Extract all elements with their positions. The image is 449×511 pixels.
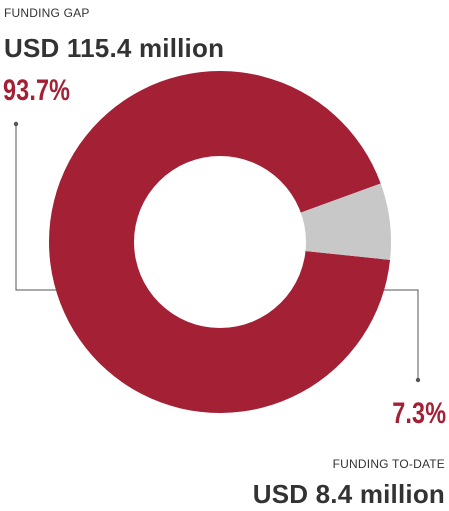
donut-hole — [134, 156, 306, 328]
funding-to-date-percent: 7.3% — [392, 397, 446, 430]
leader-line-gap — [15, 124, 57, 291]
funding-gap-amount: USD 115.4 million — [4, 33, 225, 63]
funding-to-date-caption: FUNDING TO-DATE — [332, 457, 445, 471]
funding-gap-caption: FUNDING GAP — [4, 6, 90, 20]
leader-dot-gap — [13, 121, 19, 127]
leader-dot-todate — [415, 377, 421, 383]
funding-to-date-amount: USD 8.4 million — [252, 479, 445, 509]
funding-gap-percent: 93.7% — [3, 74, 71, 107]
leader-line-todate — [383, 289, 419, 380]
